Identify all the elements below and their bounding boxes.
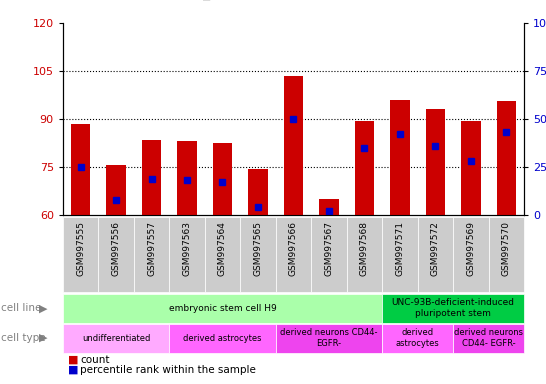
Bar bbox=[347, 217, 382, 292]
Bar bbox=[134, 217, 169, 292]
Bar bbox=[106, 166, 126, 215]
Bar bbox=[418, 217, 453, 292]
Text: cell line: cell line bbox=[1, 303, 41, 313]
Text: derived astrocytes: derived astrocytes bbox=[183, 334, 262, 343]
Bar bbox=[461, 121, 480, 215]
Text: GSM997557: GSM997557 bbox=[147, 221, 156, 276]
Bar bbox=[311, 217, 347, 292]
Bar bbox=[98, 217, 134, 292]
Bar bbox=[205, 217, 240, 292]
Bar bbox=[390, 100, 410, 215]
Text: ■: ■ bbox=[68, 365, 79, 375]
Text: GSM997565: GSM997565 bbox=[253, 221, 263, 276]
Text: ■: ■ bbox=[68, 355, 79, 365]
Bar bbox=[355, 121, 374, 215]
Text: GSM997568: GSM997568 bbox=[360, 221, 369, 276]
Text: ▶: ▶ bbox=[39, 303, 48, 313]
Text: GSM997556: GSM997556 bbox=[111, 221, 121, 276]
Text: cell type: cell type bbox=[1, 333, 46, 343]
Text: GSM997563: GSM997563 bbox=[182, 221, 192, 276]
Text: undifferentiated: undifferentiated bbox=[82, 334, 150, 343]
Text: GSM997571: GSM997571 bbox=[395, 221, 405, 276]
Bar bbox=[497, 101, 516, 215]
Bar bbox=[426, 109, 445, 215]
Bar bbox=[142, 140, 161, 215]
Text: ▶: ▶ bbox=[39, 333, 48, 343]
Text: GSM997570: GSM997570 bbox=[502, 221, 511, 276]
Bar bbox=[248, 169, 268, 215]
Text: derived
astrocytes: derived astrocytes bbox=[396, 328, 440, 348]
Text: embryonic stem cell H9: embryonic stem cell H9 bbox=[169, 304, 276, 313]
Bar bbox=[489, 217, 524, 292]
Bar bbox=[453, 217, 489, 292]
Bar bbox=[63, 217, 98, 292]
Bar bbox=[382, 217, 418, 292]
Text: GSM997555: GSM997555 bbox=[76, 221, 85, 276]
Bar bbox=[213, 143, 232, 215]
Text: GSM997572: GSM997572 bbox=[431, 221, 440, 276]
Text: derived neurons
CD44- EGFR-: derived neurons CD44- EGFR- bbox=[454, 328, 523, 348]
Bar bbox=[276, 217, 311, 292]
Text: GSM997567: GSM997567 bbox=[324, 221, 334, 276]
Text: GSM997569: GSM997569 bbox=[466, 221, 476, 276]
Text: count: count bbox=[80, 355, 110, 365]
Bar bbox=[71, 124, 90, 215]
Text: UNC-93B-deficient-induced
pluripotent stem: UNC-93B-deficient-induced pluripotent st… bbox=[391, 298, 515, 318]
Bar bbox=[169, 217, 205, 292]
Text: derived neurons CD44-
EGFR-: derived neurons CD44- EGFR- bbox=[280, 328, 378, 348]
Text: GSM997564: GSM997564 bbox=[218, 221, 227, 276]
Bar bbox=[319, 199, 339, 215]
Text: percentile rank within the sample: percentile rank within the sample bbox=[80, 365, 256, 375]
Bar bbox=[177, 141, 197, 215]
Text: GSM997566: GSM997566 bbox=[289, 221, 298, 276]
Bar bbox=[240, 217, 276, 292]
Bar bbox=[284, 76, 303, 215]
